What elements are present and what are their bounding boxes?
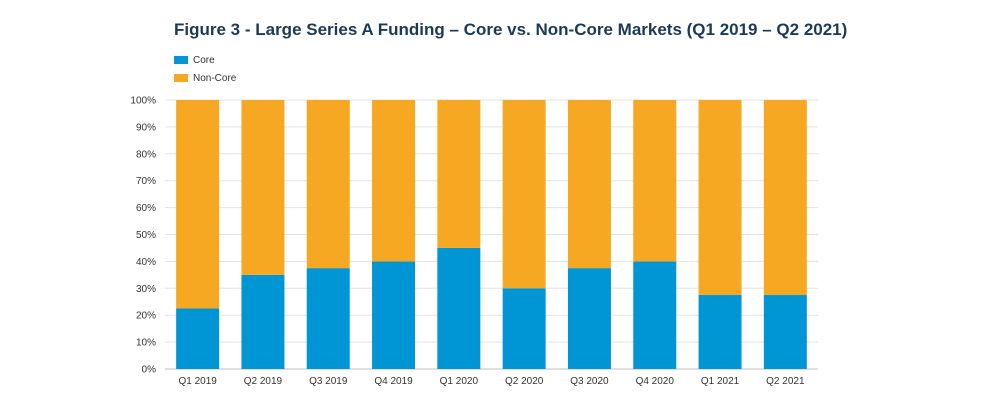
- bar-non-core-q4-2020: [633, 100, 677, 262]
- legend-item-core: Core: [174, 51, 236, 69]
- bar-core-q2-2019: [241, 274, 285, 369]
- legend-label-non-core: Non-Core: [193, 72, 237, 84]
- x-tick-label: Q2 2020: [505, 376, 544, 387]
- legend-swatch-core: [174, 56, 188, 64]
- y-tick-label: 100%: [130, 96, 156, 107]
- bar-non-core-q1-2021: [698, 100, 742, 296]
- bar-non-core-q2-2021: [763, 100, 807, 296]
- bar-non-core-q3-2019: [306, 100, 350, 269]
- legend-item-non-core: Non-Core: [174, 69, 236, 87]
- y-tick-label: 30%: [136, 284, 156, 295]
- y-tick-label: 80%: [136, 149, 156, 160]
- legend-swatch-non-core: [174, 74, 188, 82]
- bar-core-q4-2020: [633, 261, 677, 369]
- x-tick-label: Q2 2021: [766, 376, 805, 387]
- x-tick-label: Q1 2019: [178, 376, 217, 387]
- y-tick-label: 90%: [136, 122, 156, 133]
- x-tick-label: Q1 2021: [701, 376, 740, 387]
- legend-label-core: Core: [193, 54, 215, 66]
- x-tick-label: Q4 2020: [636, 376, 675, 387]
- y-tick-label: 40%: [136, 257, 156, 268]
- y-tick-label: 0%: [142, 365, 157, 376]
- bar-core-q3-2020: [567, 268, 611, 369]
- y-tick-label: 20%: [136, 311, 156, 322]
- y-tick-label: 10%: [136, 338, 156, 349]
- y-tick-label: 60%: [136, 203, 156, 214]
- bar-core-q1-2021: [698, 295, 742, 369]
- y-tick-label: 70%: [136, 176, 156, 187]
- bars-layer: [176, 100, 807, 369]
- bar-core-q2-2021: [763, 295, 807, 369]
- bar-non-core-q4-2019: [372, 100, 416, 262]
- bar-non-core-q2-2020: [502, 100, 546, 289]
- y-tick-label: 50%: [136, 230, 156, 241]
- x-tick-label: Q4 2019: [374, 376, 413, 387]
- x-tick-label: Q2 2019: [244, 376, 283, 387]
- bar-non-core-q1-2019: [176, 100, 220, 309]
- legend: Core Non-Core: [174, 51, 236, 87]
- chart-title: Figure 3 - Large Series A Funding – Core…: [174, 20, 848, 39]
- bar-core-q1-2019: [176, 308, 220, 369]
- bar-core-q2-2020: [502, 288, 546, 369]
- bar-non-core-q2-2019: [241, 100, 285, 275]
- y-axis: 0% 10% 20% 30% 40% 50% 60% 70% 80% 90% 100%: [130, 96, 156, 376]
- bar-non-core-q1-2020: [437, 100, 481, 248]
- x-tick-label: Q3 2019: [309, 376, 348, 387]
- bar-core-q4-2019: [372, 261, 416, 369]
- x-tick-label: Q1 2020: [440, 376, 479, 387]
- bar-non-core-q3-2020: [567, 100, 611, 269]
- bar-core-q1-2020: [437, 247, 481, 369]
- x-tick-label: Q3 2020: [570, 376, 609, 387]
- x-axis: Q1 2019 Q2 2019 Q3 2019 Q4 2019 Q1 2020 Q2 20…: [178, 376, 805, 387]
- bar-core-q3-2019: [306, 268, 350, 369]
